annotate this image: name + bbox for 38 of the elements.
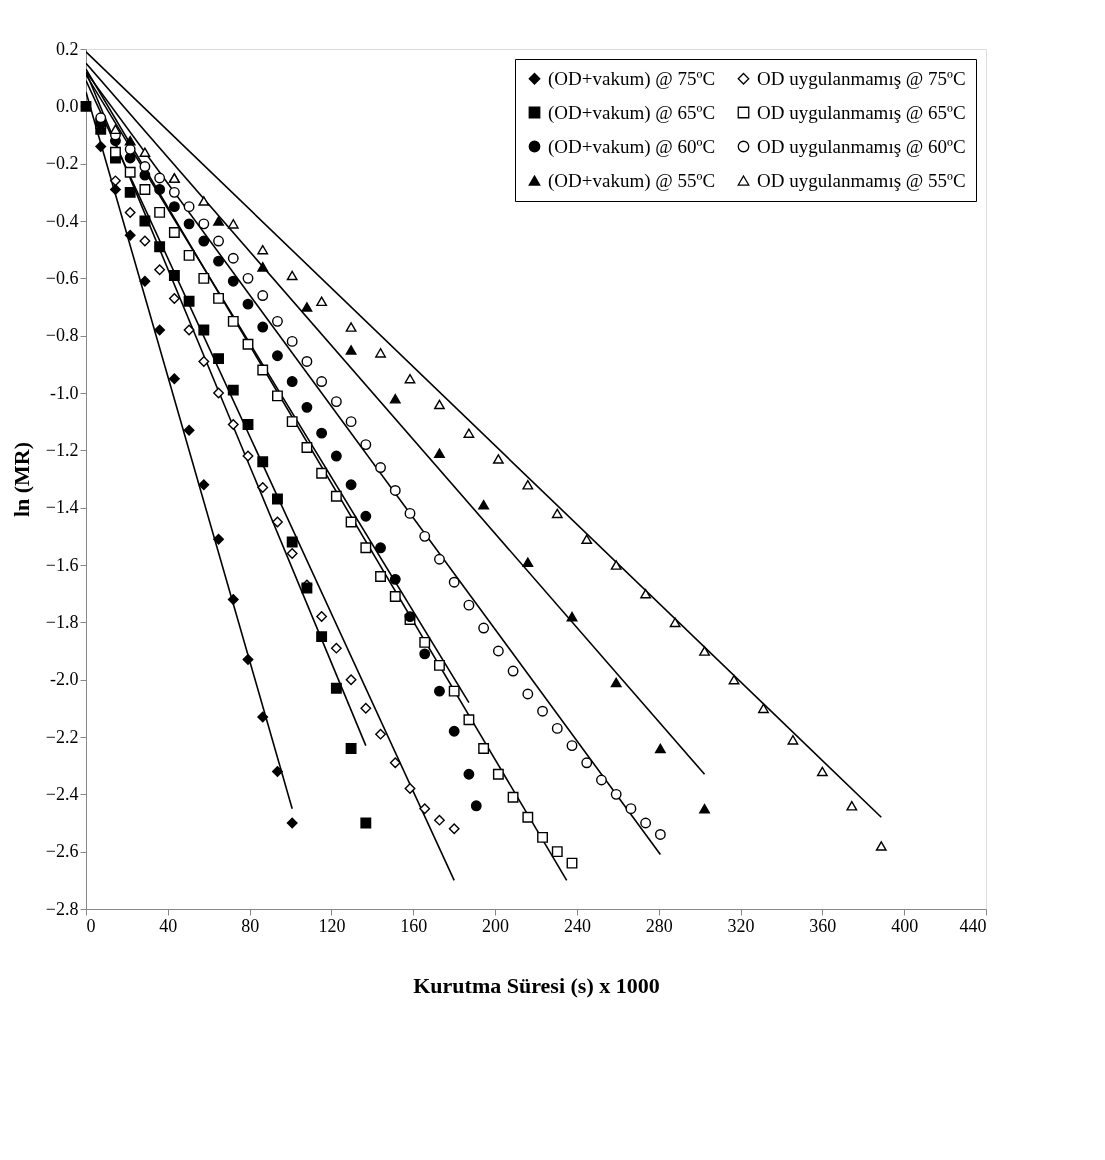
- x-tick-label: 320: [727, 915, 755, 936]
- legend-label: (OD+vakum) @ 75ºC: [548, 67, 716, 90]
- y-tick-label: −2.4: [45, 783, 79, 804]
- x-tick-label: 80: [241, 915, 260, 936]
- y-tick-label: −1.4: [45, 497, 79, 518]
- legend-label: (OD+vakum) @ 60ºC: [548, 135, 716, 158]
- y-tick-label: −2.2: [45, 726, 79, 747]
- legend-label: OD uygulanmamış @ 65ºC: [757, 101, 966, 123]
- y-tick-label: −1.2: [45, 439, 79, 460]
- x-tick-label: 120: [318, 915, 346, 936]
- y-tick-label: −1.8: [45, 611, 79, 632]
- y-tick-label: −0.4: [45, 210, 79, 231]
- x-tick-label: 40: [159, 915, 178, 936]
- x-tick-label: 160: [400, 915, 428, 936]
- x-tick-label: 280: [645, 915, 673, 936]
- y-tick-label: 0.2: [56, 38, 79, 59]
- x-tick-label: 0: [86, 915, 96, 936]
- y-tick-label: −1.6: [45, 554, 79, 575]
- y-tick-label: −2.6: [45, 841, 79, 862]
- y-tick-label: −2.8: [45, 898, 79, 919]
- x-axis-title: Kurutma Süresi (s) x 1000: [413, 972, 660, 998]
- y-axis-title: ln (MR): [8, 441, 34, 518]
- x-tick-label: 440: [959, 915, 987, 936]
- y-tick-label: -2.0: [50, 669, 79, 690]
- y-tick-label: -1.0: [50, 382, 79, 403]
- y-tick-label: −0.2: [45, 153, 79, 174]
- legend-label: OD uygulanmamış @ 55ºC: [757, 169, 966, 191]
- x-tick-label: 240: [563, 915, 591, 936]
- legend-label: OD uygulanmamış @ 60ºC: [757, 135, 966, 157]
- x-tick-label: 360: [809, 915, 837, 936]
- x-tick-label: 200: [482, 915, 510, 936]
- y-tick-label: 0.0: [56, 95, 79, 116]
- x-tick-label: 400: [891, 915, 919, 936]
- y-tick-label: −0.8: [45, 325, 79, 346]
- legend-label: (OD+vakum) @ 55ºC: [548, 169, 716, 192]
- y-tick-label: −0.6: [45, 267, 79, 288]
- legend-label: (OD+vakum) @ 65ºC: [548, 101, 716, 124]
- legend-label: OD uygulanmamış @ 75ºC: [757, 67, 966, 89]
